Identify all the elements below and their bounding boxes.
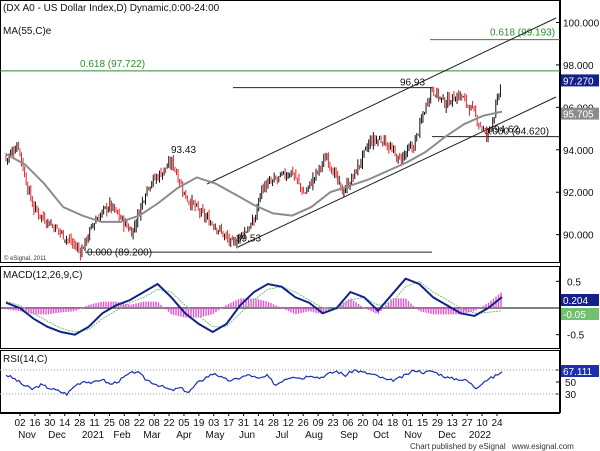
- rsi-line: [5, 369, 503, 397]
- macd-line: [5, 277, 503, 336]
- macd-value-badge: [561, 294, 599, 306]
- swing-label-9462: 94.62: [494, 125, 519, 136]
- x-month-label: Nov: [18, 430, 36, 441]
- x-axis-date-labels: 02 16 30 14 28 11 25 08 22 08 22 05 19 03 17 31 14 28 12 26…: [14, 413, 503, 429]
- x-month-label: Nov: [404, 430, 422, 441]
- price-tick-label: 100.000: [563, 18, 600, 29]
- x-axis-month-labels: Nov Dec 2021 Feb Mar Apr May Jun Jul Aug Sep Oct Nov…: [18, 430, 491, 441]
- x-month-label: Dec: [48, 430, 66, 441]
- x-date-label: 14: [253, 418, 265, 429]
- x-date-label: 08: [149, 418, 161, 429]
- x-month-label: Apr: [176, 430, 192, 441]
- x-date-label: 10: [477, 418, 489, 429]
- macd-legend: MACD(12,26,9,C): [3, 270, 82, 281]
- x-date-label: 01: [402, 418, 414, 429]
- x-date-label: 19: [193, 418, 205, 429]
- x-date-label: 24: [491, 418, 503, 429]
- ma-55-line: [5, 110, 503, 223]
- price-tick-label: 90.000: [563, 231, 594, 242]
- x-month-label: Feb: [113, 430, 131, 441]
- price-tick-label: 94.000: [563, 146, 594, 157]
- rsi-tick-label: 50: [565, 378, 577, 389]
- swing-label-9693: 96.93: [400, 78, 425, 89]
- signal-value: -0.05: [563, 310, 586, 321]
- ma-value: 95.705: [563, 110, 594, 121]
- x-date-label: 14: [59, 418, 71, 429]
- x-date-label: 25: [104, 418, 116, 429]
- x-date-label: 13: [447, 418, 459, 429]
- macd-tick-label: -0.5: [567, 331, 585, 342]
- macd-y-ticks: 0.5 -0.5: [556, 277, 585, 342]
- channel-lower-line: [237, 96, 557, 248]
- x-month-label: Jul: [276, 430, 289, 441]
- rsi-tick-label: 30: [565, 390, 577, 401]
- rsi-value-badge: [561, 365, 599, 377]
- x-date-label: 17: [223, 418, 235, 429]
- x-date-label: 03: [208, 418, 220, 429]
- macd-signal-line: [5, 280, 503, 333]
- rsi-legend: RSI(14,C): [3, 354, 47, 365]
- x-month-label: 2021: [82, 430, 105, 441]
- x-date-label: 28: [74, 418, 86, 429]
- x-date-label: 06: [342, 418, 354, 429]
- x-date-label: 11: [89, 418, 100, 429]
- x-date-label: 16: [29, 418, 41, 429]
- price-tick-label: 92.000: [563, 188, 594, 199]
- rsi-value: 67.111: [563, 367, 593, 378]
- x-date-label: 30: [44, 418, 56, 429]
- channel-upper-line: [206, 17, 557, 185]
- x-date-label: 02: [14, 418, 26, 429]
- macd-value: 0.204: [563, 296, 588, 307]
- x-month-label: Sep: [340, 430, 358, 441]
- x-date-label: 28: [268, 418, 280, 429]
- fib-label-892: 0.000 (89.200): [87, 248, 152, 259]
- x-date-label: 05: [178, 418, 190, 429]
- x-date-label: 09: [313, 418, 325, 429]
- x-month-label: Dec: [438, 430, 456, 441]
- x-date-label: 27: [462, 418, 474, 429]
- x-month-label: May: [206, 430, 225, 441]
- x-date-label: 26: [298, 418, 310, 429]
- site-url: www.esignal.com: [511, 442, 574, 451]
- swing-label-8953: 89.53: [236, 234, 261, 245]
- ma-legend: MA(55,C)e: [3, 26, 52, 37]
- x-date-label: 18: [387, 418, 399, 429]
- macd-tick-label: 0.5: [567, 277, 581, 288]
- fib-label-9462: 0.000 (94.620): [484, 127, 549, 138]
- x-date-label: 22: [164, 418, 176, 429]
- published-by: Chart published by eSignal: [410, 442, 506, 451]
- x-date-label: 20: [357, 418, 369, 429]
- ma-value-badge: [561, 107, 599, 120]
- x-date-label: 15: [417, 418, 429, 429]
- fib-label-97722: 0.618 (97.722): [80, 59, 145, 70]
- x-month-label: Jun: [239, 430, 255, 441]
- x-date-label: 08: [119, 418, 131, 429]
- x-month-label: Oct: [373, 430, 389, 441]
- price-tick-label: 98.000: [563, 61, 594, 72]
- price-candles: [5, 84, 501, 261]
- fib-label-99193: 0.618 (99.193): [490, 28, 555, 39]
- x-date-label: 29: [432, 418, 444, 429]
- macd-histogram: [5, 292, 502, 318]
- x-month-label: 2022: [469, 430, 492, 441]
- signal-value-badge: [561, 308, 599, 320]
- x-month-label: Mar: [143, 430, 161, 441]
- chart-title: (DX A0 - US Dollar Index,D) Dynamic,0:00…: [3, 3, 220, 14]
- copyright: © eSignal, 2011: [4, 255, 47, 262]
- swing-label-9343: 93.43: [171, 145, 196, 156]
- x-month-label: Aug: [305, 430, 323, 441]
- x-date-label: 12: [283, 418, 295, 429]
- last-price-badge: [561, 74, 599, 87]
- x-date-label: 31: [238, 418, 250, 429]
- x-date-label: 04: [372, 418, 384, 429]
- last-price-value: 97.270: [563, 76, 594, 87]
- x-date-label: 23: [327, 418, 339, 429]
- x-date-label: 22: [134, 418, 146, 429]
